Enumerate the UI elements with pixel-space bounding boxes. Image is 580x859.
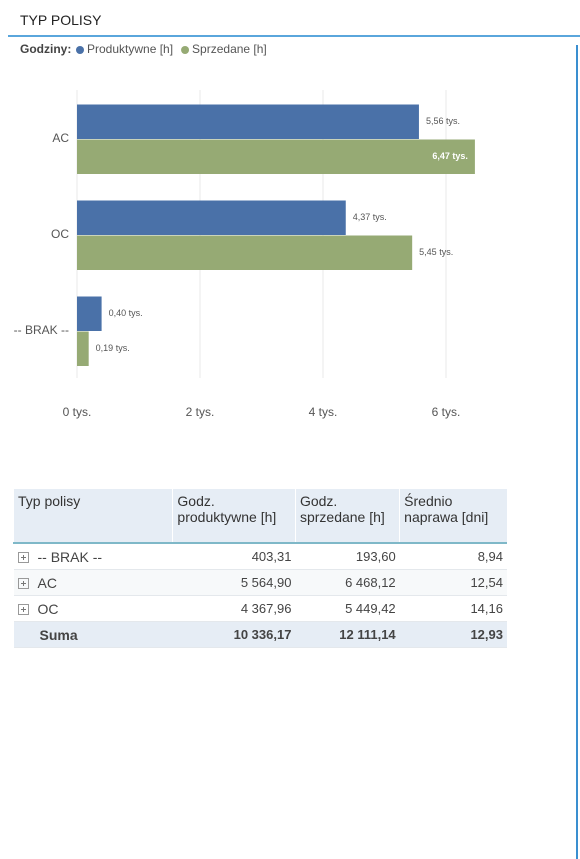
cell-text: 193,60 xyxy=(355,549,396,564)
table-cell: 403,31 xyxy=(172,543,296,570)
data-label: 4,37 tys. xyxy=(353,212,387,222)
legend-label: Produktywne [h] xyxy=(87,42,173,56)
column-header[interactable]: Godz. sprzedane [h] xyxy=(294,489,400,544)
column-header[interactable]: Typ polisy xyxy=(12,489,173,544)
bar xyxy=(77,296,102,331)
panel-title: TYP POLISY xyxy=(20,12,102,28)
table-row: OC 4 367,96 5 449,42 14,16 xyxy=(13,595,507,622)
table-cell: 193,60 xyxy=(295,543,400,570)
cell-text: 403,31 xyxy=(251,549,292,564)
legend-label: Sprzedane [h] xyxy=(192,42,267,56)
data-label: 5,56 tys. xyxy=(426,116,460,126)
table-cell: 5 449,42 xyxy=(295,595,400,622)
cell-text: 8,94 xyxy=(477,549,503,564)
table-cell: 4 367,96 xyxy=(172,595,296,622)
x-tick-label: 0 tys. xyxy=(63,405,92,419)
cell-text: OC xyxy=(37,600,59,617)
total-cell: Suma xyxy=(13,621,173,648)
cell-text: 6 468,12 xyxy=(345,575,396,590)
bar xyxy=(77,331,89,366)
legend-swatch xyxy=(181,46,190,54)
cell-text: -- BRAK -- xyxy=(37,548,103,565)
data-label: 6,47 tys. xyxy=(432,151,468,161)
x-tick-label: 6 tys. xyxy=(432,405,461,419)
column-header[interactable]: Średnio naprawa [dni] xyxy=(399,489,507,544)
cell-text: Suma xyxy=(39,626,78,643)
table-cell: 6 468,12 xyxy=(295,569,400,596)
data-label: 0,19 tys. xyxy=(96,343,130,353)
table-cell: 5 564,90 xyxy=(172,569,296,596)
data-label: 5,45 tys. xyxy=(419,247,453,257)
bar xyxy=(77,235,413,270)
table-cell: -- BRAK -- xyxy=(13,543,173,570)
x-tick-label: 2 tys. xyxy=(186,405,215,419)
total-cell: 10 336,17 xyxy=(172,621,296,648)
table-cell: 8,94 xyxy=(399,543,507,570)
header-row: Typ polisy Godz. produktywne [h] Godz. spr… xyxy=(12,489,507,544)
bar xyxy=(77,139,475,174)
table-row: AC 5 564,90 6 468,12 12,54 xyxy=(13,569,507,596)
cell-text: AC xyxy=(37,574,57,591)
cell-text: 12,93 xyxy=(470,627,503,642)
cell-text: 12,54 xyxy=(470,575,503,590)
column-header[interactable]: Godz. produktywne [h] xyxy=(172,489,296,544)
cell-text: 14,16 xyxy=(470,601,503,616)
data-table: Typ polisy Godz. produktywne [h] Godz. spr… xyxy=(12,489,507,648)
table-cell: 12,54 xyxy=(399,569,507,596)
bar xyxy=(77,104,419,139)
table-row: -- BRAK -- 403,31 193,60 8,94 xyxy=(13,543,507,570)
cell-text: 5 564,90 xyxy=(240,575,292,590)
legend-title: Godziny: xyxy=(20,42,71,56)
y-tick-label: -- BRAK -- xyxy=(14,323,69,337)
panel-border xyxy=(576,45,578,859)
cell-text: Godz. produktywne [h] xyxy=(177,493,277,525)
data-label: 0,40 tys. xyxy=(109,308,143,318)
total-cell: 12 111,14 xyxy=(295,621,400,648)
cell-text: Średnio naprawa [dni] xyxy=(404,493,489,525)
x-tick-label: 4 tys. xyxy=(309,405,338,419)
cell-text: Godz. sprzedane [h] xyxy=(299,493,385,525)
chart: Godziny: Produktywne [h] Sprzedane [h] 0 ty… xyxy=(14,42,475,419)
total-row: Suma 10 336,17 12 111,14 12,93 xyxy=(13,621,507,648)
table-cell: 14,16 xyxy=(399,595,507,622)
cell-text: 4 367,96 xyxy=(240,601,292,616)
title-rule xyxy=(8,35,580,37)
cell-text: 12 111,14 xyxy=(339,627,396,642)
y-tick-label: AC xyxy=(52,131,69,145)
expand-toggle[interactable] xyxy=(17,551,29,563)
bar xyxy=(77,200,346,235)
total-cell: 12,93 xyxy=(399,621,507,648)
expand-toggle[interactable] xyxy=(17,603,29,615)
table-cell: OC xyxy=(13,595,173,622)
y-tick-label: OC xyxy=(51,227,69,241)
expand-toggle[interactable] xyxy=(17,577,29,589)
cell-text: 5 449,42 xyxy=(345,601,396,616)
cell-text: Typ polisy xyxy=(18,493,81,509)
legend-swatch xyxy=(76,46,84,54)
cell-text: 10 336,17 xyxy=(233,627,292,642)
table-cell: AC xyxy=(13,569,173,596)
